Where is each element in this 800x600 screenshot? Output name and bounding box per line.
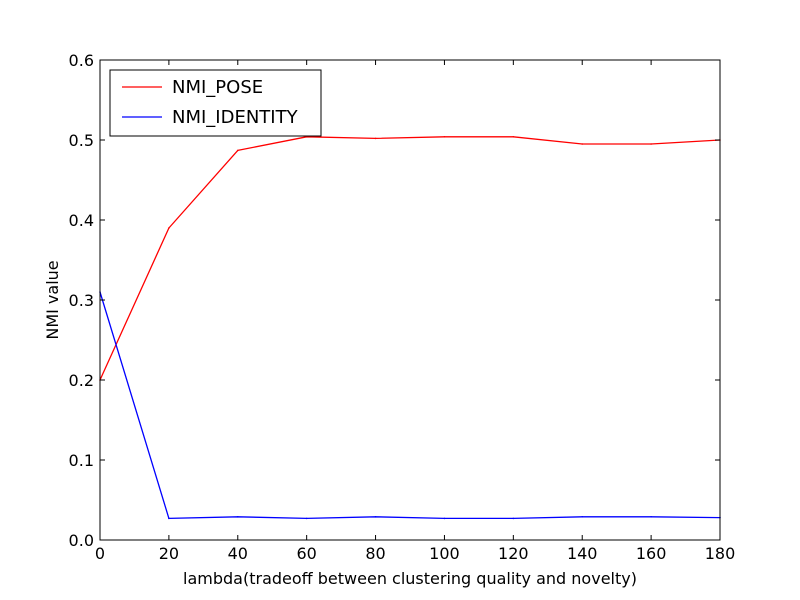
x-tick-label: 20 — [159, 544, 179, 563]
x-tick-label: 100 — [429, 544, 460, 563]
plot-frame — [99, 59, 721, 541]
data-point-nmi-identity — [443, 517, 446, 520]
legend-label: NMI_POSE — [172, 77, 263, 98]
legend-label: NMI_IDENTITY — [172, 107, 299, 128]
x-tick-label: 160 — [636, 544, 667, 563]
y-tick-label: 0.5 — [69, 131, 94, 150]
y-tick-label: 0.0 — [69, 531, 94, 550]
data-point-nmi-pose — [581, 143, 584, 145]
series-line-nmi-identity — [99, 291, 721, 520]
x-tick-label: 80 — [365, 544, 385, 563]
data-point-nmi-pose — [168, 227, 170, 229]
data-point-nmi-identity — [374, 516, 377, 518]
x-tick-label: 40 — [228, 544, 248, 563]
x-tick-label: 120 — [498, 544, 529, 563]
x-axis-title: lambda(tradeoff between clustering quali… — [183, 569, 637, 588]
y-tick-label: 0.1 — [69, 451, 94, 470]
y-tick-label: 0.6 — [69, 51, 94, 70]
x-tick-label: 180 — [705, 544, 736, 563]
x-tick-label: 60 — [296, 544, 316, 563]
series-line-nmi-pose — [99, 136, 721, 381]
data-point-nmi-pose — [443, 136, 446, 138]
data-point-nmi-identity — [650, 516, 652, 518]
y-tick-label: 0.4 — [69, 211, 94, 230]
data-point-nmi-pose — [374, 137, 377, 140]
y-tick-label: 0.3 — [69, 291, 94, 310]
x-tick-label: 140 — [567, 544, 598, 563]
labels-layer: 0 20 40 60 80 100 120 140 160 180 0.0 0.1 0.2 0.3 0.4 0… — [69, 51, 736, 563]
x-tick-label: 0 — [95, 544, 105, 563]
legend: NMI_POSE NMI_IDENTITY — [109, 69, 322, 137]
data-point-nmi-pose — [236, 149, 239, 152]
data-point-nmi-pose — [512, 136, 515, 138]
data-point-nmi-identity — [305, 517, 308, 520]
data-point-nmi-identity — [581, 516, 584, 518]
legend-box — [109, 69, 322, 137]
data-point-nmi-identity — [168, 517, 170, 520]
data-point-nmi-identity — [236, 516, 239, 518]
y-axis-title: NMI value — [43, 260, 62, 339]
data-point-nmi-pose — [650, 143, 652, 145]
y-tick-label: 0.2 — [69, 371, 94, 390]
data-point-nmi-identity — [512, 517, 515, 520]
